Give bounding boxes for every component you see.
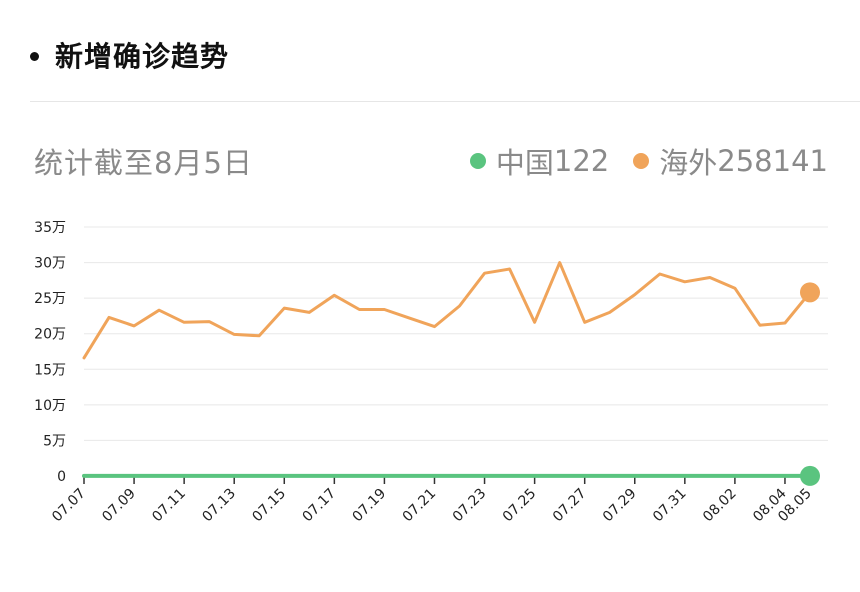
x-tick-label: 07.23 <box>450 486 490 526</box>
x-tick-label: 08.02 <box>700 486 740 526</box>
y-tick-label: 0 <box>57 469 66 485</box>
x-tick-label: 07.29 <box>600 486 640 526</box>
legend-item-overseas[interactable]: 海外 258141 <box>633 140 828 182</box>
x-tick-label: 07.11 <box>149 486 189 526</box>
y-tick-label: 20万 <box>34 327 66 343</box>
y-tick-label: 25万 <box>34 291 66 307</box>
series-line-overseas <box>82 261 812 360</box>
legend-dot-china <box>469 153 486 169</box>
x-tick-label: 07.27 <box>550 486 590 526</box>
stat-date-text: 统计截至8月5日 <box>34 146 253 180</box>
legend-item-china[interactable]: 中国 122 <box>469 140 610 182</box>
data-point-china <box>800 465 820 486</box>
x-tick-label: 07.19 <box>350 486 390 526</box>
x-tick-label: 07.15 <box>249 486 289 526</box>
divider <box>30 101 860 102</box>
x-tick-label: 07.13 <box>199 486 239 526</box>
legend-value-china: 122 <box>553 144 610 178</box>
section-title: 新增确诊趋势 <box>55 40 230 73</box>
bullet-dot <box>30 51 39 61</box>
y-tick-label: 30万 <box>34 256 66 272</box>
legend-label-china: 中国 <box>495 146 554 180</box>
x-tick-label: 07.25 <box>500 486 540 526</box>
chart-legend: 中国 122 海外 258141 <box>446 140 828 182</box>
x-tick-label: 07.09 <box>99 486 139 526</box>
legend-label-overseas: 海外 <box>659 146 718 180</box>
x-tick-label: 07.21 <box>400 486 440 526</box>
legend-dot-overseas <box>633 153 650 169</box>
y-tick-label: 5万 <box>43 433 66 449</box>
y-tick-label: 35万 <box>34 220 66 236</box>
x-tick-label: 07.07 <box>49 486 89 526</box>
data-point-overseas <box>800 282 820 303</box>
y-tick-label: 15万 <box>34 362 66 378</box>
y-tick-label: 10万 <box>34 398 66 414</box>
x-tick-label: 07.17 <box>300 486 340 526</box>
legend-value-overseas: 258141 <box>717 144 828 178</box>
section-header: 新增确诊趋势 <box>30 30 229 80</box>
x-tick-label: 07.31 <box>650 486 690 526</box>
